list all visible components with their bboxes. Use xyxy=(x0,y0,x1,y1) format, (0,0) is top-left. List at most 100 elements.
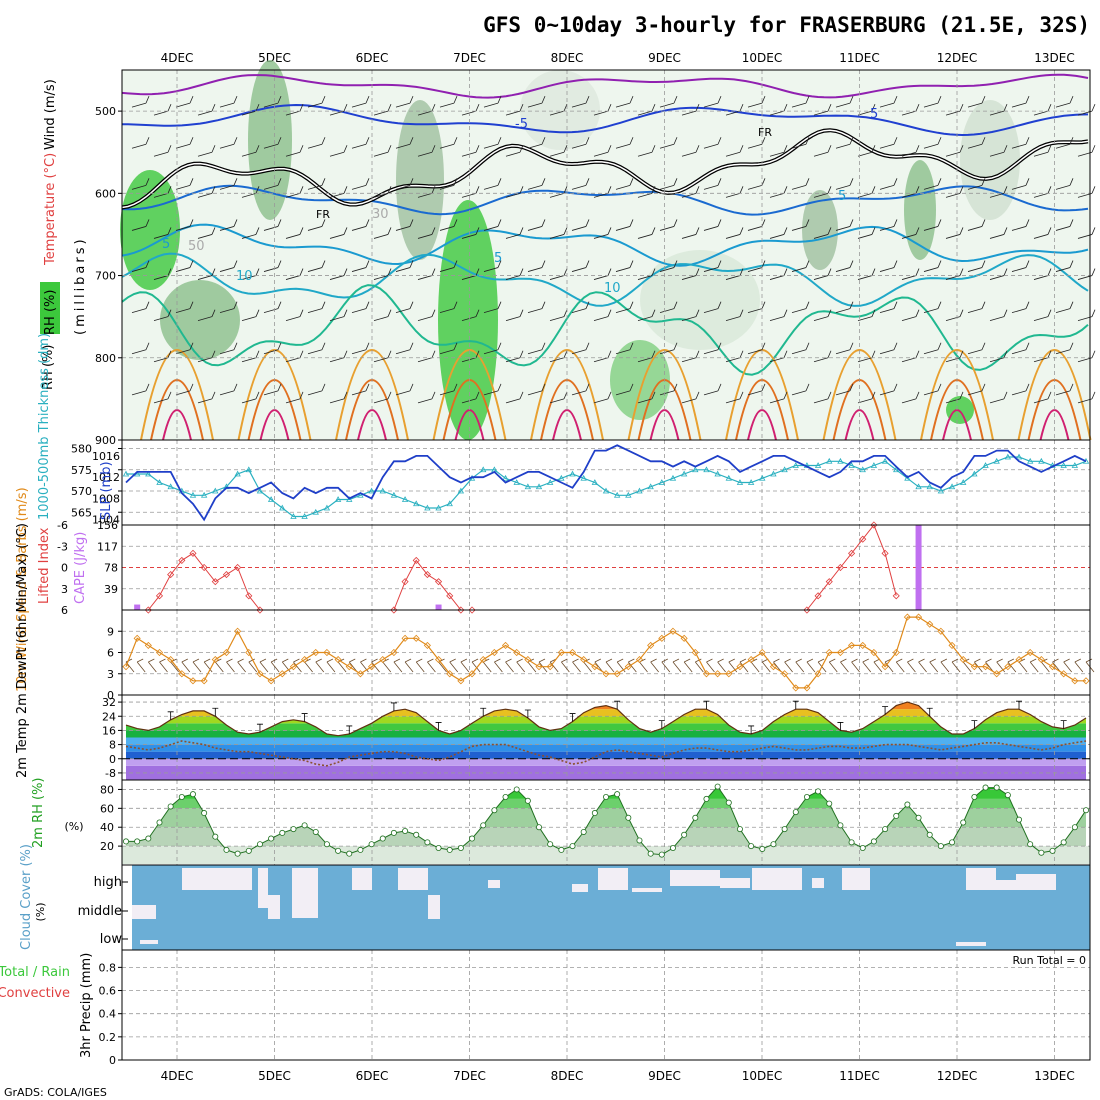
rh-2m-point xyxy=(569,843,576,850)
wind-barb xyxy=(351,219,370,231)
rh-shade-region xyxy=(396,100,444,260)
wind-barb xyxy=(197,391,216,404)
wind-10m-barb xyxy=(248,658,258,673)
wind-10m-barb xyxy=(1074,658,1084,673)
axis-tick-label: 80 xyxy=(100,783,114,796)
wind-barb xyxy=(505,103,524,116)
temp-color-band xyxy=(126,737,1086,745)
wind-speed-point xyxy=(725,670,733,678)
thickness-point xyxy=(156,479,163,485)
rh-2m-point xyxy=(469,835,476,842)
thickness-point xyxy=(502,474,509,481)
axis-tick-label: 900 xyxy=(95,434,116,447)
wind-speed-point xyxy=(635,656,644,664)
wind-barb xyxy=(945,350,964,363)
date-label-top: 6DEC xyxy=(356,51,389,65)
wind-barb xyxy=(681,391,700,404)
rh-2m-point xyxy=(982,784,989,791)
thickness-point xyxy=(937,487,945,494)
wind-barb xyxy=(549,309,568,322)
temp-color-band xyxy=(126,730,1086,738)
wind-barb xyxy=(791,260,810,272)
wind-barb xyxy=(879,178,898,190)
cape-tick-label: 117 xyxy=(97,540,118,553)
lifted-index-point xyxy=(446,592,454,600)
lifted-index-point xyxy=(881,549,889,557)
wind-10m-barb xyxy=(985,658,994,673)
lifted-index-tick-label: 3 xyxy=(61,583,68,596)
wind-10m-barb xyxy=(717,658,726,673)
cloud-clear-patch xyxy=(488,880,500,888)
wind-barb xyxy=(637,103,656,116)
wind-barb xyxy=(263,342,282,355)
wind-speed-point xyxy=(836,648,844,657)
wind-barb xyxy=(945,268,964,280)
wind-axis-label: Wind (m/s) xyxy=(43,79,58,150)
axis-tick-label: 570 xyxy=(71,485,92,498)
wind-barb xyxy=(241,309,260,322)
temp-color-band xyxy=(126,751,1086,759)
wind-barb xyxy=(505,350,524,363)
rh-2m-point xyxy=(234,850,241,857)
rh-2m-point xyxy=(413,831,420,838)
thickness-point xyxy=(256,487,264,494)
wind-barb xyxy=(1011,342,1030,355)
wind-speed-point xyxy=(155,648,164,657)
run-total: Run Total = 0 xyxy=(1013,954,1087,967)
wind-10m-barb xyxy=(1007,658,1017,673)
wind-10m-barb xyxy=(427,658,436,673)
cloud-clear-patch xyxy=(398,868,428,890)
wind-barb xyxy=(725,145,744,157)
wind-barb xyxy=(175,342,194,355)
wind-speed-point xyxy=(870,648,878,657)
wind-barb xyxy=(417,309,436,322)
wind-barb xyxy=(241,103,260,116)
rh-2m-point xyxy=(245,847,252,854)
wind-barb xyxy=(813,268,832,280)
wind-barb xyxy=(593,103,612,116)
axis-tick-label: 60 xyxy=(100,802,114,815)
wind-barb xyxy=(857,103,876,116)
wind-speed-point xyxy=(691,648,699,657)
wind-barb xyxy=(923,95,942,108)
temp-minmax-whisker xyxy=(1016,700,1023,710)
wind-barb xyxy=(1055,260,1074,272)
temp-minmax-whisker xyxy=(390,702,397,711)
temp-2m-fill xyxy=(126,702,1086,780)
cloud-percent-unit: (%) xyxy=(34,902,47,921)
rh-shade-region xyxy=(960,100,1020,220)
wind-barb xyxy=(1055,301,1074,314)
rh-2m-point xyxy=(536,824,543,831)
wind-barb xyxy=(681,350,700,363)
thickness-point xyxy=(658,479,665,485)
wind-barb xyxy=(681,309,700,322)
wind-barb xyxy=(307,260,326,272)
wind-10m-barb xyxy=(226,658,235,673)
axis-tick-label: 565 xyxy=(71,506,92,519)
rh-2m-fill xyxy=(122,786,1090,864)
wind-10m-barb xyxy=(650,658,659,673)
rh-2m-axis-label: 2m RH (%) xyxy=(31,777,46,848)
wind-barb xyxy=(571,301,590,314)
wind-barb xyxy=(901,227,920,239)
cape-bar xyxy=(134,604,141,610)
wind-speed-point xyxy=(602,670,610,678)
slp-tick-label: 1004 xyxy=(92,514,120,527)
temp-minmax-whisker xyxy=(524,709,531,719)
wind-barb xyxy=(219,260,238,272)
wind-barb xyxy=(923,301,942,314)
wind-10m-barb xyxy=(505,658,514,673)
thickness-point xyxy=(982,462,989,468)
wind-barb xyxy=(637,227,656,239)
wind-10m-barb xyxy=(974,658,983,673)
wind-barb xyxy=(153,103,172,116)
temp-contour-line xyxy=(121,103,1089,137)
wind-barb xyxy=(1055,178,1074,190)
axis-tick-label: 9 xyxy=(107,625,114,638)
wind-barb xyxy=(967,219,986,231)
thickness-point xyxy=(669,474,677,481)
wind-barb xyxy=(285,350,304,363)
contour-label: 5 xyxy=(838,189,846,204)
wind-barb xyxy=(703,260,722,272)
rh-2m-point xyxy=(781,826,788,833)
